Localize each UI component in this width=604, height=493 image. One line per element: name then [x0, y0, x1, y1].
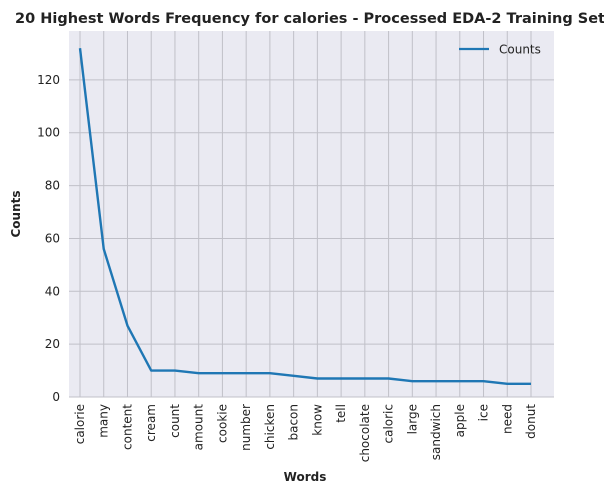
- x-axis-label: Words: [284, 470, 327, 484]
- grid-lines: [69, 31, 554, 398]
- series-layer: [78, 48, 532, 385]
- plot-area: [69, 31, 554, 397]
- x-tick-label: need: [500, 404, 514, 434]
- y-tick-label: 60: [45, 231, 60, 245]
- x-tick-label: cream: [144, 404, 158, 442]
- chart-title: 20 Highest Words Frequency for calories …: [15, 11, 604, 27]
- legend-label-counts: Counts: [499, 43, 541, 57]
- y-tick-label: 20: [45, 337, 60, 351]
- x-tick-label: bacon: [287, 404, 301, 441]
- y-tick-label: 100: [37, 126, 60, 140]
- legend: Counts: [459, 43, 541, 57]
- x-axis-ticks: calorie many content cream count amount cookie…: [73, 404, 538, 463]
- x-tick-label: cookie: [215, 404, 229, 443]
- x-tick-label: count: [168, 404, 182, 438]
- x-tick-label: know: [310, 404, 324, 436]
- x-tick-label: many: [97, 404, 111, 438]
- x-tick-label: donut: [524, 404, 538, 439]
- x-tick-label: chicken: [263, 404, 277, 450]
- y-tick-label: 120: [37, 73, 60, 87]
- x-tick-label: calorie: [73, 404, 87, 444]
- y-tick-label: 0: [52, 390, 60, 404]
- series-line-counts: [78, 48, 531, 385]
- y-tick-label: 40: [45, 284, 60, 298]
- x-tick-label: content: [120, 404, 134, 450]
- x-tick-label: amount: [192, 404, 206, 451]
- y-axis-label: Counts: [9, 190, 23, 237]
- x-tick-label: tell: [334, 404, 348, 423]
- y-tick-label: 80: [45, 179, 60, 193]
- x-tick-label: chocolate: [358, 404, 372, 462]
- x-tick-label: apple: [453, 404, 467, 437]
- x-tick-label: ice: [477, 404, 491, 421]
- x-tick-label: caloric: [382, 404, 396, 444]
- y-axis-ticks: 0 20 40 60 80 100 120: [37, 73, 60, 404]
- x-tick-label: large: [405, 404, 419, 434]
- x-tick-label: sandwich: [429, 404, 443, 460]
- x-tick-label: number: [239, 404, 253, 451]
